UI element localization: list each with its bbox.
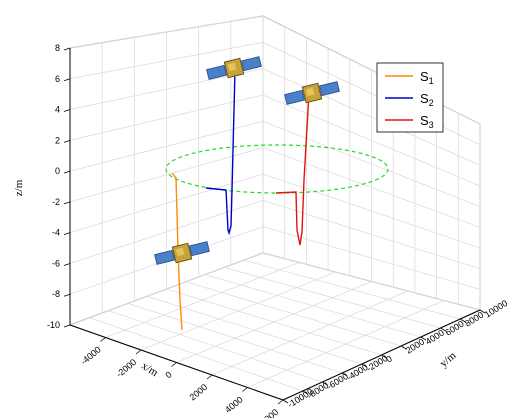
series-line-3 <box>275 92 310 246</box>
z-tick-label: -8 <box>52 289 60 299</box>
y-gridline-floor <box>147 295 362 365</box>
z-tick <box>63 232 71 236</box>
y-tick <box>400 345 407 350</box>
z-tick-label: 6 <box>55 74 60 84</box>
y-tick <box>440 327 446 332</box>
solar-panel-right <box>241 56 262 72</box>
z-tick <box>63 139 71 143</box>
y-tick <box>420 336 427 341</box>
x-axis-title: x/m <box>139 360 160 379</box>
z-tick-label: -10 <box>47 320 60 330</box>
x-tick <box>206 374 213 380</box>
y-axis-title: y/m <box>438 349 459 369</box>
z-axis-title: z/m <box>13 179 25 196</box>
grid-lines <box>69 15 481 401</box>
legend-label-3: S3 <box>420 113 434 130</box>
satellite-icon <box>154 241 210 265</box>
solar-panel-left <box>206 64 227 80</box>
y-gridline-floor <box>243 259 461 320</box>
y-tick <box>479 309 486 314</box>
y-tick <box>361 363 368 368</box>
y-tick <box>322 381 328 386</box>
z-tick <box>63 201 71 205</box>
x-tick <box>171 362 177 367</box>
y-tick <box>341 372 348 377</box>
legend-label-2: S2 <box>420 91 434 108</box>
x-tick-label: 0 <box>164 369 174 380</box>
x-tick-label: -2000 <box>114 357 138 379</box>
y-gridline-floor <box>89 317 303 392</box>
z-tick <box>63 78 71 82</box>
satellite-icon <box>206 56 262 80</box>
y-tick <box>460 318 466 323</box>
legend: S1 S2 S3 <box>376 62 444 133</box>
solar-panel-right <box>189 241 210 257</box>
z-tick-label: 8 <box>55 43 60 53</box>
z-tick <box>63 263 71 266</box>
y-tick-label: 0 <box>384 354 394 365</box>
satellite-face <box>175 247 185 257</box>
x-tick-label: 4000 <box>223 394 245 415</box>
z-tick-label: -6 <box>52 258 60 268</box>
y-gridline-floor <box>127 303 343 374</box>
z-tick-label: -2 <box>52 197 60 207</box>
solar-panel-right <box>319 81 340 97</box>
z-tick <box>63 109 71 112</box>
solar-panel-left <box>154 249 175 265</box>
z-tick-label: 0 <box>55 166 60 176</box>
z-tick-label: 4 <box>55 105 60 115</box>
z-tick-label: 2 <box>55 135 60 145</box>
satellite-icon <box>284 81 340 105</box>
x-tick-label: -4000 <box>79 344 103 366</box>
z-tick-label: -4 <box>52 228 60 238</box>
solar-panel-left <box>284 89 305 105</box>
series-line-2 <box>205 69 236 236</box>
x-tick <box>100 337 106 342</box>
y-gridline-floor <box>166 288 382 356</box>
y-gridline-floor <box>262 252 481 311</box>
y-gridline-floor <box>204 274 422 338</box>
satellite-face <box>305 87 315 97</box>
x-tick-label: 6000 <box>259 407 281 418</box>
x-tick <box>242 387 248 392</box>
reference-circle-ellipse <box>165 144 389 194</box>
y-tick <box>302 390 308 395</box>
z-tick <box>63 324 71 328</box>
z-tick <box>63 170 71 174</box>
y-gridline-floor <box>185 281 402 347</box>
y-gridline-floor <box>108 310 323 383</box>
reference-circle <box>165 144 389 194</box>
x-tick <box>135 349 142 355</box>
y-gridline-floor <box>224 267 441 329</box>
tick-marks <box>63 47 486 405</box>
z-tick <box>63 47 71 51</box>
satellite-face <box>227 62 237 72</box>
x-tick-label: 2000 <box>188 382 210 403</box>
z-tick <box>63 293 71 297</box>
y-tick <box>282 399 289 404</box>
y-tick-label: 10000 <box>483 298 510 320</box>
legend-label-1: S1 <box>420 69 434 86</box>
x-tick <box>277 399 284 405</box>
satellites <box>154 56 340 265</box>
y-tick <box>381 354 387 359</box>
